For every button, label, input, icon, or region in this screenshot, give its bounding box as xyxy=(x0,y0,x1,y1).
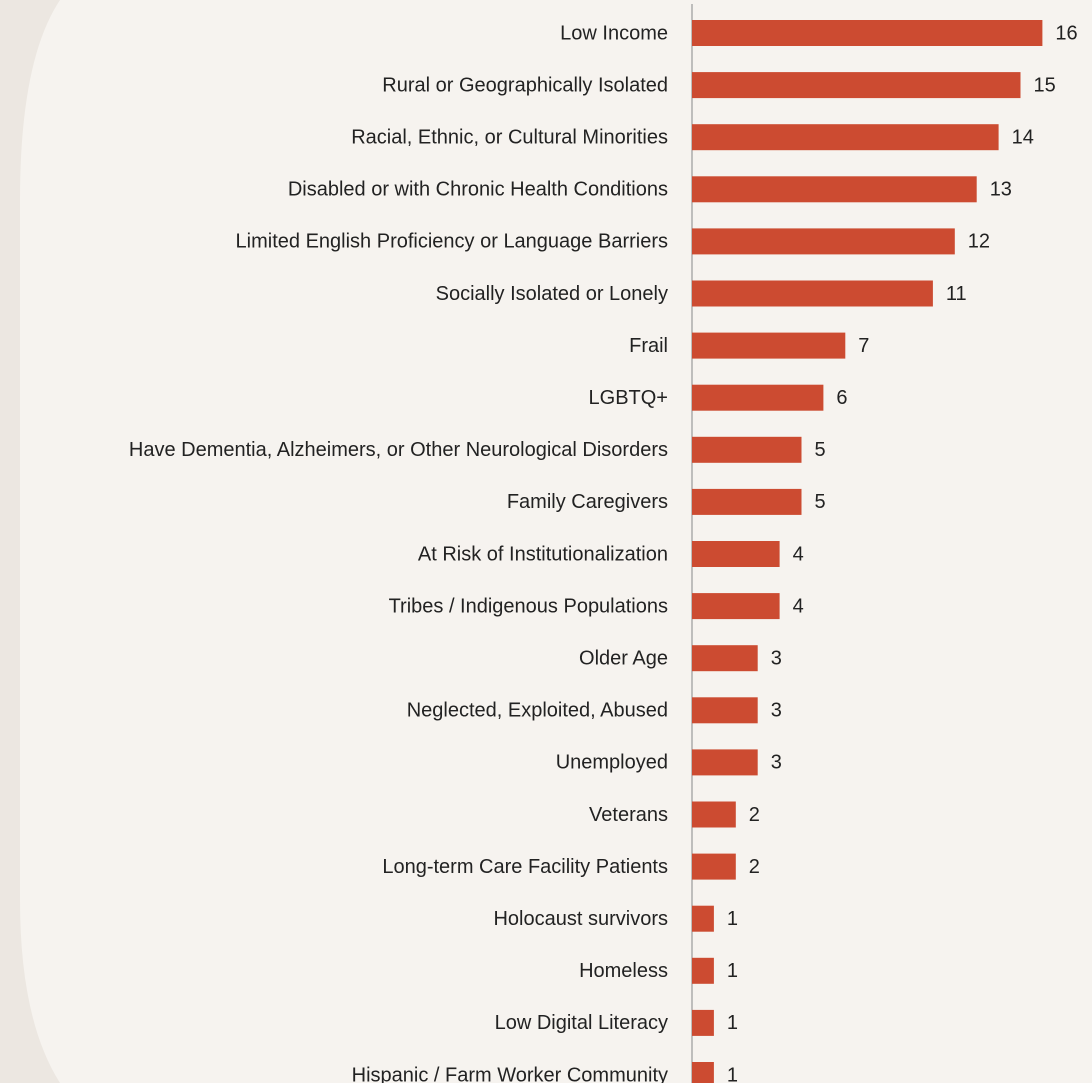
value-label: 4 xyxy=(793,543,804,565)
category-label: Have Dementia, Alzheimers, or Other Neur… xyxy=(129,439,668,461)
value-label: 16 xyxy=(1055,22,1077,44)
category-label: Family Caregivers xyxy=(507,491,668,513)
value-label: 2 xyxy=(749,856,760,878)
category-label: Veterans xyxy=(589,804,668,826)
bar xyxy=(692,801,736,828)
value-label: 2 xyxy=(749,804,760,826)
value-label: 3 xyxy=(771,752,782,774)
bar xyxy=(692,176,977,203)
category-label: Neglected, Exploited, Abused xyxy=(407,700,668,722)
category-label: Homeless xyxy=(579,960,668,982)
category-label: Racial, Ethnic, or Cultural Minorities xyxy=(351,126,668,148)
category-label: Unemployed xyxy=(556,752,668,774)
value-label: 11 xyxy=(946,283,967,305)
value-label: 1 xyxy=(727,1064,738,1083)
category-label: LGBTQ+ xyxy=(589,387,668,409)
bar xyxy=(692,488,802,515)
bar xyxy=(692,697,758,724)
category-label: Tribes / Indigenous Populations xyxy=(389,595,668,617)
bar xyxy=(692,384,824,411)
bar xyxy=(692,749,758,776)
category-label: Holocaust survivors xyxy=(493,908,668,930)
value-label: 13 xyxy=(990,179,1012,201)
bar xyxy=(692,645,758,672)
category-label: Long-term Care Facility Patients xyxy=(382,856,668,878)
category-label: At Risk of Institutionalization xyxy=(418,543,668,565)
value-label: 5 xyxy=(815,439,826,461)
value-label: 15 xyxy=(1034,74,1056,96)
category-label: Low Digital Literacy xyxy=(495,1012,668,1034)
bar xyxy=(692,853,736,880)
value-label: 4 xyxy=(793,595,804,617)
category-label: Disabled or with Chronic Health Conditio… xyxy=(288,179,668,201)
value-label: 3 xyxy=(771,700,782,722)
value-label: 1 xyxy=(727,908,738,930)
bar xyxy=(692,905,714,932)
bar xyxy=(692,541,780,567)
category-label: Older Age xyxy=(579,647,668,669)
bar xyxy=(692,436,802,463)
value-label: 5 xyxy=(815,491,826,513)
value-label: 1 xyxy=(727,1012,738,1034)
bar xyxy=(692,280,933,307)
bar xyxy=(692,124,999,151)
value-label: 1 xyxy=(727,960,738,982)
bar xyxy=(692,72,1021,99)
bar xyxy=(692,1062,714,1083)
value-label: 3 xyxy=(771,647,782,669)
value-label: 6 xyxy=(836,387,847,409)
category-label: Socially Isolated or Lonely xyxy=(436,283,668,305)
category-label: Hispanic / Farm Worker Community xyxy=(352,1064,668,1083)
category-label: Low Income xyxy=(560,22,668,44)
bar xyxy=(692,957,714,984)
bar xyxy=(692,228,955,255)
bar xyxy=(692,593,780,620)
value-label: 7 xyxy=(858,335,869,357)
category-label: Limited English Proficiency or Language … xyxy=(236,231,668,253)
value-label: 14 xyxy=(1012,126,1034,148)
bar xyxy=(692,20,1043,46)
value-label: 12 xyxy=(968,231,990,253)
bar xyxy=(692,332,846,359)
category-label: Rural or Geographically Isolated xyxy=(382,74,668,96)
background-shape xyxy=(0,0,60,1083)
category-label: Frail xyxy=(629,335,668,357)
bar xyxy=(692,1009,714,1036)
